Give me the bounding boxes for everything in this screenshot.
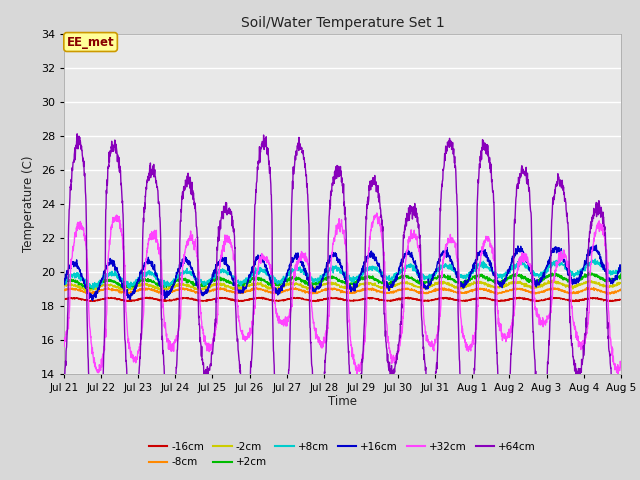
Line: +2cm: +2cm [64, 273, 621, 288]
-16cm [584, 296, 591, 302]
+64cm [60, 376, 68, 382]
-2cm [216, 281, 223, 287]
-2cm [504, 282, 512, 288]
+64cm [463, 456, 471, 462]
+16cm [568, 277, 575, 283]
+16cm [504, 271, 512, 276]
+8cm [216, 269, 223, 275]
-8cm [359, 287, 367, 293]
Text: EE_met: EE_met [67, 36, 115, 48]
Line: -8cm: -8cm [64, 288, 621, 295]
-16cm [312, 299, 319, 304]
-8cm [60, 288, 68, 293]
+16cm [60, 282, 68, 288]
+8cm [371, 266, 379, 272]
Title: Soil/Water Temperature Set 1: Soil/Water Temperature Set 1 [241, 16, 444, 30]
-16cm [66, 294, 74, 300]
+32cm [504, 332, 512, 337]
-8cm [371, 287, 379, 293]
+32cm [371, 216, 378, 222]
-2cm [568, 284, 576, 289]
+64cm [584, 298, 591, 304]
+2cm [216, 276, 223, 282]
-2cm [359, 281, 367, 287]
+8cm [90, 287, 97, 292]
Line: -2cm: -2cm [64, 280, 621, 291]
Line: +32cm: +32cm [64, 213, 621, 374]
+64cm [74, 131, 81, 137]
+2cm [617, 271, 625, 277]
+16cm [584, 252, 591, 257]
X-axis label: Time: Time [328, 395, 357, 408]
+64cm [505, 386, 513, 392]
-2cm [371, 281, 379, 287]
+2cm [584, 273, 591, 278]
Y-axis label: Temperature (C): Temperature (C) [22, 156, 35, 252]
-2cm [548, 277, 556, 283]
-2cm [81, 288, 89, 294]
-8cm [617, 287, 625, 292]
-16cm [505, 297, 513, 302]
+64cm [568, 341, 576, 347]
-8cm [604, 292, 612, 298]
+8cm [359, 272, 367, 277]
-8cm [584, 286, 591, 292]
+2cm [504, 276, 512, 281]
-8cm [216, 287, 223, 292]
Line: +16cm: +16cm [64, 245, 621, 300]
+2cm [359, 277, 367, 283]
+8cm [504, 270, 512, 276]
-16cm [617, 297, 625, 302]
-16cm [568, 297, 576, 303]
+16cm [371, 255, 379, 261]
+32cm [216, 270, 223, 276]
-8cm [568, 290, 575, 296]
+64cm [371, 173, 379, 179]
-16cm [371, 296, 379, 301]
+16cm [89, 298, 97, 303]
+32cm [358, 351, 366, 357]
+8cm [60, 278, 68, 284]
+2cm [371, 276, 379, 281]
Line: +8cm: +8cm [64, 259, 621, 289]
+32cm [617, 364, 625, 370]
+8cm [591, 256, 599, 262]
+32cm [373, 210, 381, 216]
-16cm [359, 296, 367, 301]
+64cm [216, 228, 223, 234]
-16cm [60, 297, 68, 302]
Legend: -16cm, -8cm, -2cm, +2cm, +8cm, +16cm, +32cm, +64cm: -16cm, -8cm, -2cm, +2cm, +8cm, +16cm, +3… [145, 438, 540, 471]
Line: -16cm: -16cm [64, 297, 621, 301]
+2cm [86, 286, 93, 291]
+32cm [584, 325, 591, 331]
+2cm [568, 277, 575, 283]
+64cm [359, 358, 367, 363]
-8cm [504, 288, 512, 294]
-2cm [60, 283, 68, 288]
+2cm [584, 270, 592, 276]
+8cm [584, 261, 591, 267]
Line: +64cm: +64cm [64, 134, 621, 459]
+8cm [568, 273, 575, 278]
+16cm [216, 259, 223, 264]
+8cm [617, 264, 625, 270]
+16cm [593, 242, 600, 248]
-2cm [584, 279, 591, 285]
+16cm [617, 266, 625, 272]
+64cm [617, 380, 625, 386]
+2cm [60, 281, 68, 287]
-8cm [141, 285, 148, 290]
+32cm [568, 303, 575, 309]
+32cm [614, 372, 622, 377]
+16cm [359, 266, 367, 272]
+32cm [60, 337, 68, 343]
-16cm [216, 295, 223, 301]
-2cm [617, 280, 625, 286]
